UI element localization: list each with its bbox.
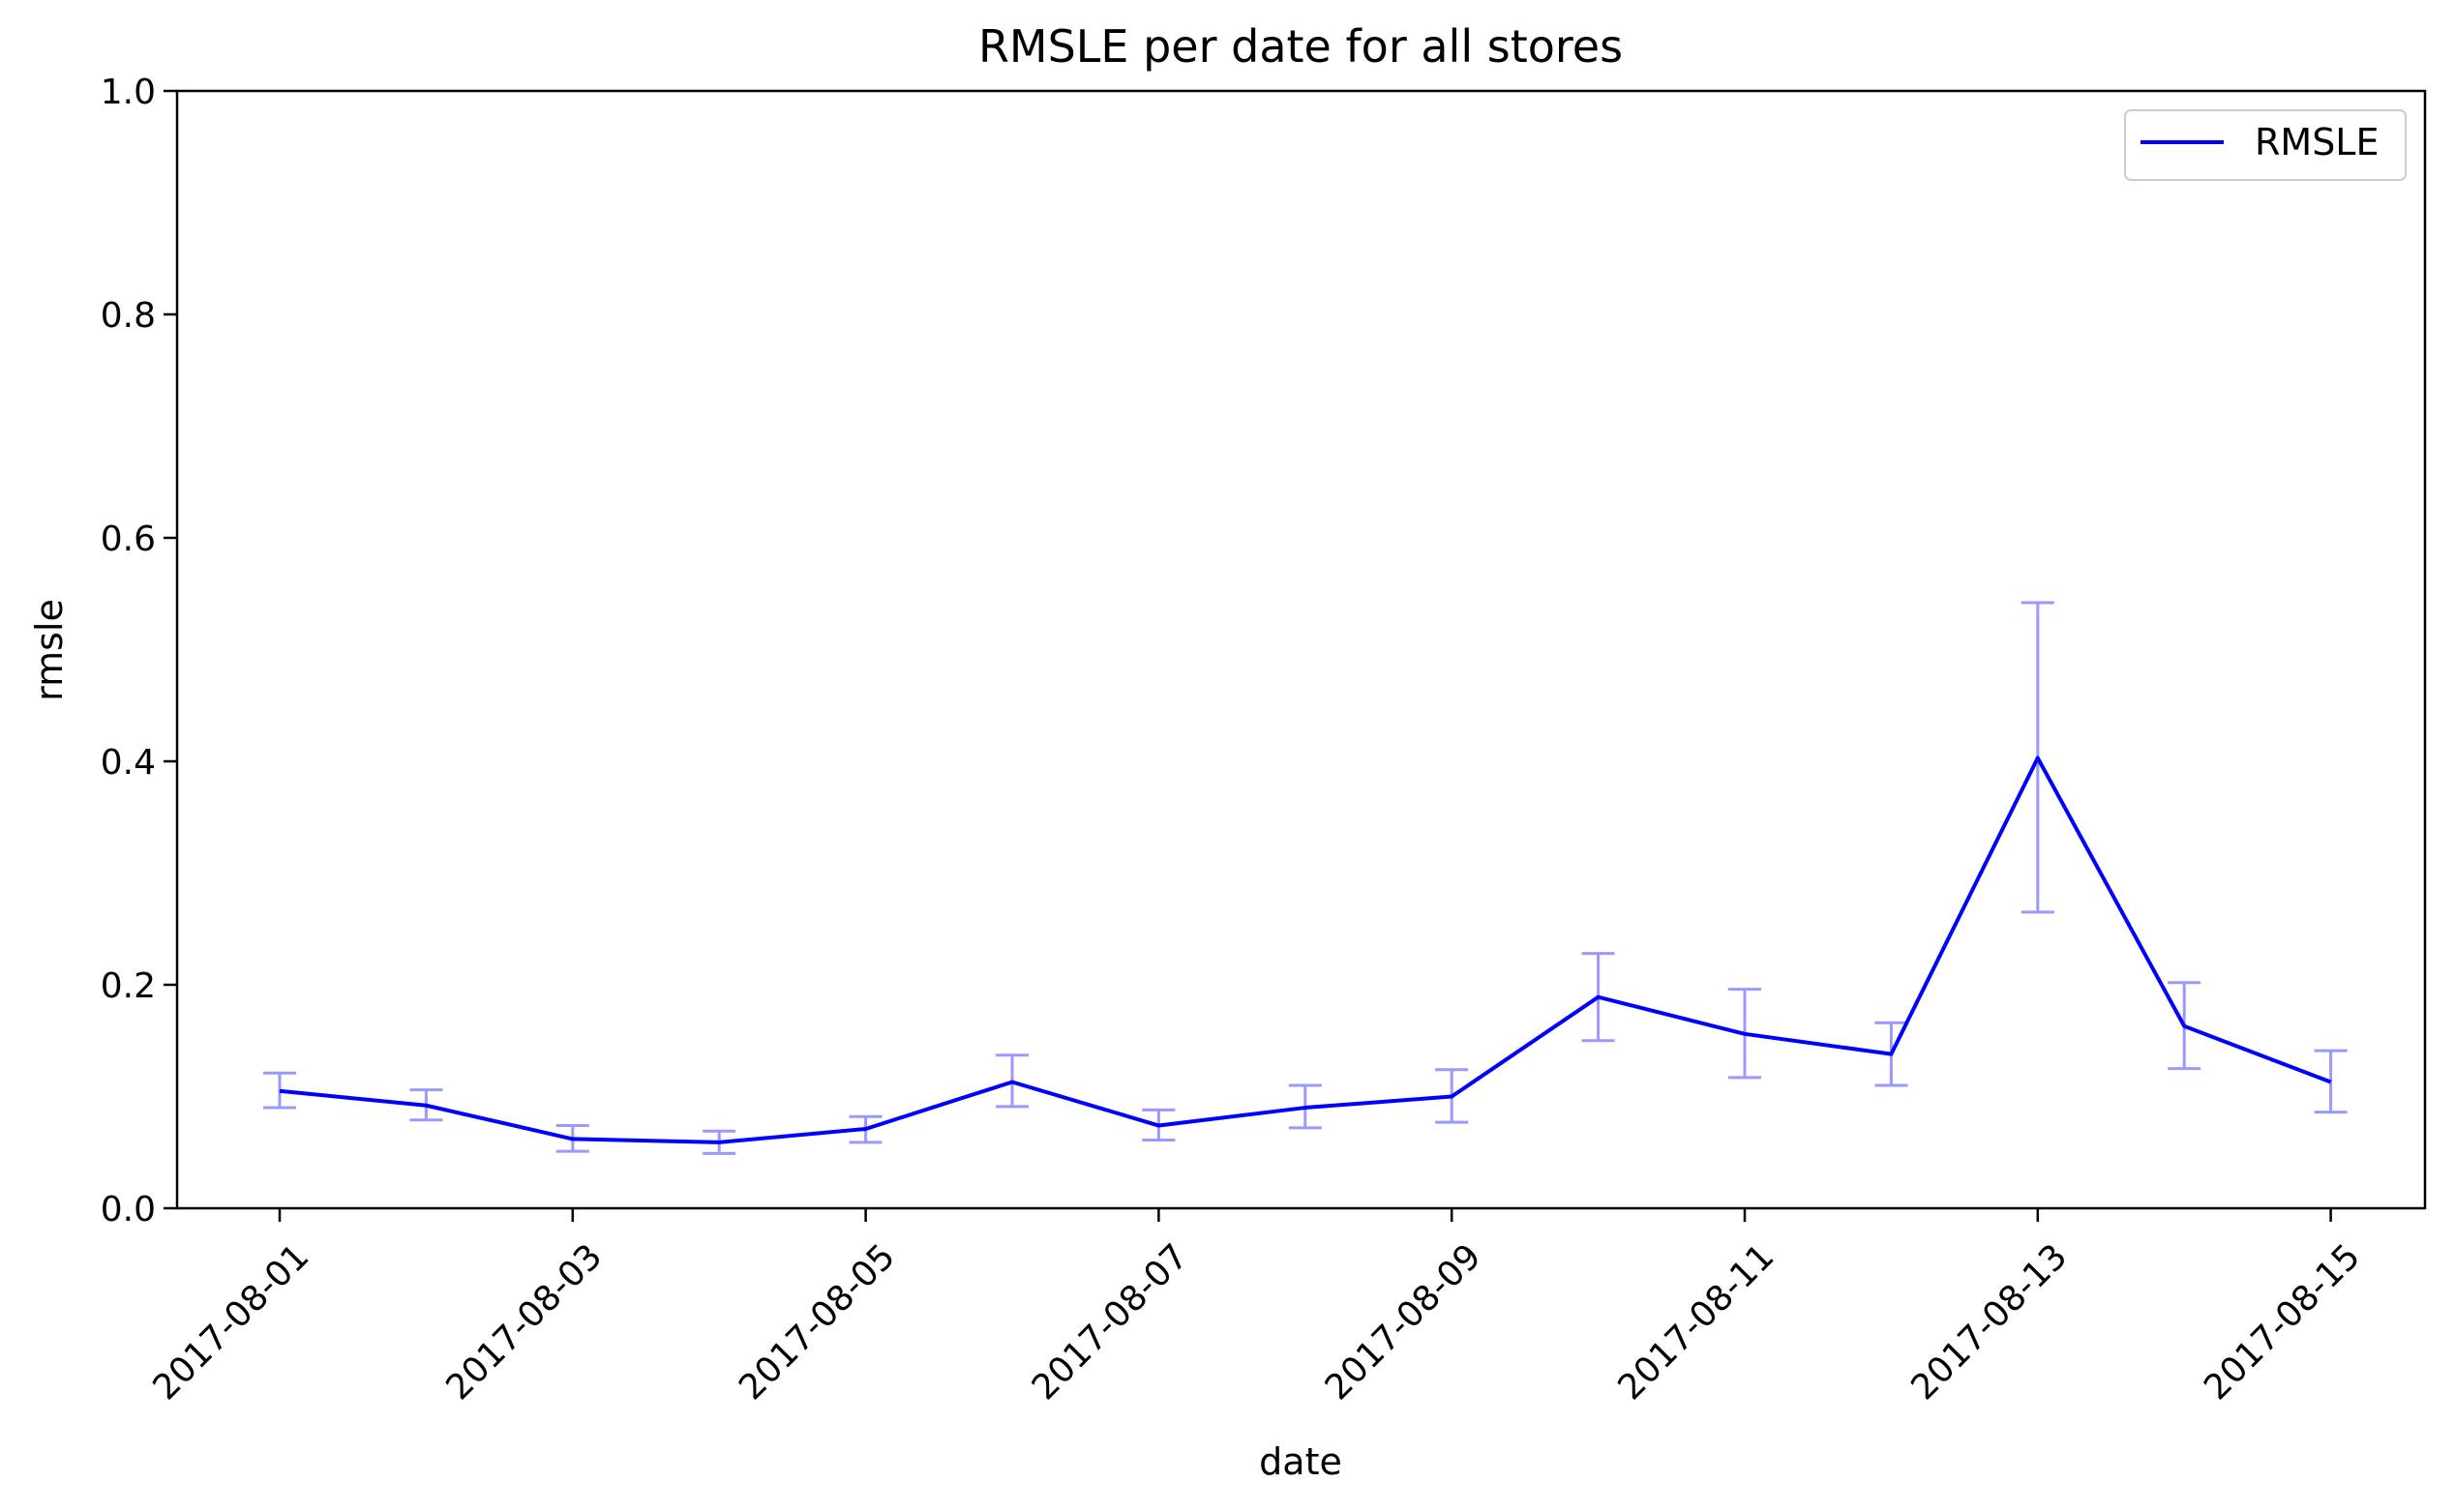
x-axis-label: date [1259,1440,1342,1483]
y-axis-label: rmsle [28,599,71,701]
y-tick-label-2: 0.4 [101,743,156,783]
legend-label-rmsle: RMSLE [2255,121,2380,163]
y-tick-label-3: 0.6 [101,519,156,559]
y-tick-label-5: 1.0 [101,73,156,112]
error-bars [263,601,2348,1155]
y-axis: 0.0 0.2 0.4 0.6 0.8 1.0 [101,73,177,1230]
y-tick-label-4: 0.8 [101,296,156,336]
legend: RMSLE [2124,109,2407,181]
legend-box [2124,109,2407,181]
plot-frame [175,89,2427,1210]
chart-title: RMSLE per date for all stores [978,20,1623,73]
y-tick-label-0: 0.0 [101,1190,156,1230]
y-tick-label-1: 0.2 [101,966,156,1006]
series-group [279,756,2332,1144]
plot-area [175,89,2427,1210]
